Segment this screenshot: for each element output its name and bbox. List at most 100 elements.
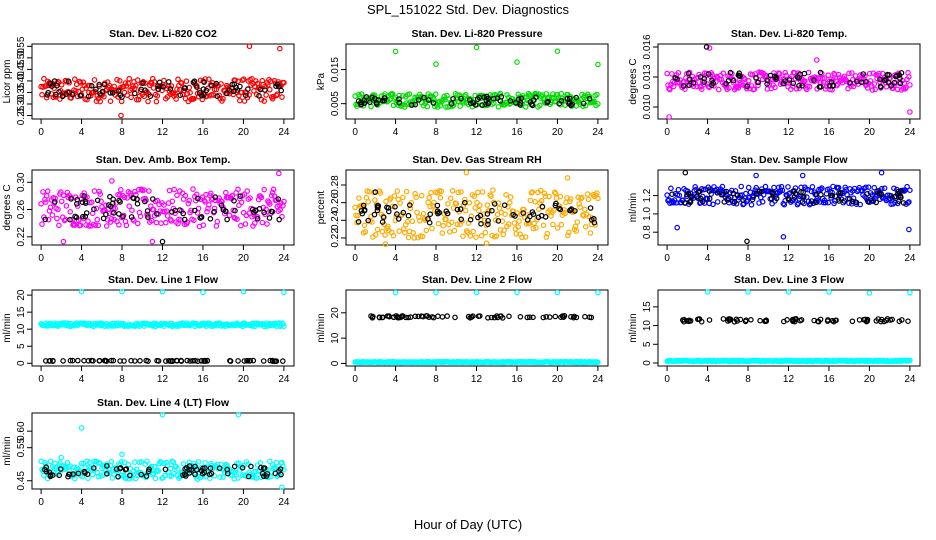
data-point bbox=[907, 109, 913, 115]
data-point bbox=[448, 101, 455, 107]
data-point bbox=[550, 221, 556, 228]
data-point bbox=[755, 79, 762, 86]
data-point bbox=[107, 90, 114, 96]
y-tick-label: 0.25 bbox=[16, 105, 27, 125]
data-point bbox=[786, 77, 793, 83]
x-tick-label: 24 bbox=[592, 374, 604, 385]
data-point bbox=[396, 99, 403, 106]
data-point bbox=[40, 189, 46, 195]
data-point bbox=[692, 184, 699, 190]
data-point bbox=[532, 199, 538, 205]
data-point bbox=[117, 199, 123, 205]
data-point bbox=[372, 232, 379, 238]
data-point bbox=[753, 74, 759, 81]
data-point bbox=[385, 208, 392, 215]
data-point bbox=[80, 213, 86, 220]
data-point bbox=[43, 193, 50, 199]
x-tick-label: 24 bbox=[904, 127, 916, 138]
data-point bbox=[587, 205, 594, 211]
data-point bbox=[77, 92, 84, 99]
data-point bbox=[379, 228, 386, 235]
data-point bbox=[457, 103, 463, 109]
data-point bbox=[167, 465, 174, 472]
data-point bbox=[726, 317, 733, 324]
data-point bbox=[260, 465, 267, 471]
data-point bbox=[263, 473, 270, 479]
data-point bbox=[220, 474, 226, 480]
data-point bbox=[785, 195, 792, 202]
data-point bbox=[535, 214, 542, 221]
data-point bbox=[72, 76, 78, 83]
data-point bbox=[783, 72, 790, 79]
data-point bbox=[558, 98, 565, 104]
data-point bbox=[277, 207, 283, 213]
y-tick-label: 10 bbox=[642, 320, 653, 332]
data-point bbox=[710, 201, 716, 208]
data-point bbox=[470, 228, 477, 235]
data-point bbox=[207, 465, 214, 472]
data-point bbox=[836, 190, 842, 197]
data-point bbox=[170, 459, 177, 465]
x-tick-label: 0 bbox=[664, 127, 670, 138]
data-point bbox=[154, 211, 160, 217]
data-point bbox=[140, 80, 146, 87]
y-tick-label: 0 bbox=[642, 360, 653, 366]
plot-frame bbox=[31, 43, 295, 120]
plot-frame bbox=[31, 169, 295, 246]
data-point bbox=[461, 196, 468, 203]
data-point bbox=[582, 224, 589, 230]
x-tick-label: 4 bbox=[705, 127, 711, 138]
data-point bbox=[412, 190, 418, 197]
data-point bbox=[183, 78, 190, 85]
data-point bbox=[114, 76, 120, 83]
data-point bbox=[66, 89, 73, 96]
data-point bbox=[49, 212, 56, 218]
data-point bbox=[846, 70, 852, 77]
data-point bbox=[415, 97, 422, 103]
data-point bbox=[150, 207, 157, 213]
data-point bbox=[806, 83, 813, 90]
data-point bbox=[163, 459, 170, 466]
data-point bbox=[873, 318, 880, 324]
data-point bbox=[240, 76, 247, 83]
data-point bbox=[272, 465, 279, 472]
data-point bbox=[749, 71, 756, 78]
data-point bbox=[42, 358, 49, 364]
data-point bbox=[818, 185, 825, 191]
data-point bbox=[450, 96, 456, 102]
data-point bbox=[794, 74, 801, 81]
data-point bbox=[188, 207, 194, 214]
data-point bbox=[281, 198, 287, 205]
data-point bbox=[240, 209, 247, 216]
data-point bbox=[664, 192, 670, 198]
data-point bbox=[406, 202, 413, 208]
data-point bbox=[217, 474, 223, 481]
data-point bbox=[686, 82, 693, 89]
data-point bbox=[425, 97, 432, 103]
x-tick-label: 20 bbox=[238, 374, 250, 385]
data-point bbox=[82, 213, 89, 220]
data-point bbox=[81, 193, 87, 199]
data-point bbox=[263, 92, 269, 98]
data-point bbox=[44, 188, 51, 195]
data-point bbox=[216, 465, 223, 472]
data-point bbox=[686, 69, 693, 76]
panel-title: Stan. Dev. Line 1 Flow bbox=[108, 274, 219, 286]
data-point bbox=[670, 199, 677, 206]
data-point bbox=[676, 192, 683, 199]
data-point bbox=[151, 463, 158, 470]
data-point bbox=[213, 80, 220, 87]
data-point bbox=[595, 195, 601, 202]
data-point bbox=[173, 96, 179, 102]
data-point bbox=[168, 83, 175, 89]
data-point bbox=[594, 91, 600, 98]
data-point bbox=[126, 75, 133, 82]
data-point bbox=[891, 194, 898, 200]
data-point bbox=[180, 472, 186, 478]
data-point bbox=[443, 216, 449, 223]
panel-title: Stan. Dev. Amb. Box Temp. bbox=[96, 154, 231, 166]
data-point bbox=[358, 208, 365, 214]
data-point bbox=[506, 199, 513, 206]
data-point bbox=[755, 82, 761, 89]
y-tick-label: 20 bbox=[330, 307, 341, 319]
